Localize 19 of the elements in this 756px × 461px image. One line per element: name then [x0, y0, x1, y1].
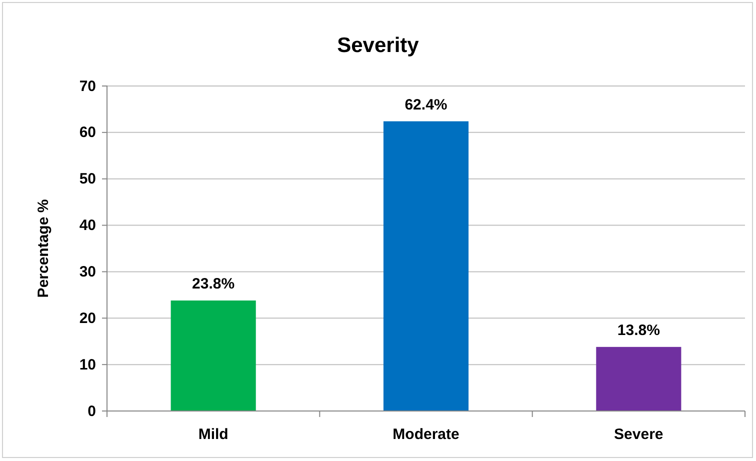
y-axis-title: Percentage % [35, 199, 52, 298]
x-tick-label: Severe [614, 426, 664, 443]
y-tick-label: 70 [79, 78, 96, 95]
y-tick-label: 40 [79, 217, 96, 234]
y-tick-label: 10 [79, 356, 96, 374]
x-tick-label: Mild [198, 426, 228, 443]
data-label: 62.4% [404, 96, 448, 114]
chart-title: Severity [337, 34, 420, 57]
bar [170, 300, 256, 411]
y-tick-label: 20 [79, 310, 96, 327]
x-tick-label: Moderate [392, 426, 460, 443]
y-tick-label: 60 [79, 124, 96, 142]
bar [596, 346, 682, 411]
y-tick-label: 0 [88, 402, 96, 420]
data-label: 13.8% [617, 322, 660, 339]
data-label: 23.8% [192, 276, 235, 292]
y-tick-label: 30 [79, 264, 96, 281]
bar [383, 121, 469, 411]
y-tick-label: 50 [79, 170, 96, 188]
